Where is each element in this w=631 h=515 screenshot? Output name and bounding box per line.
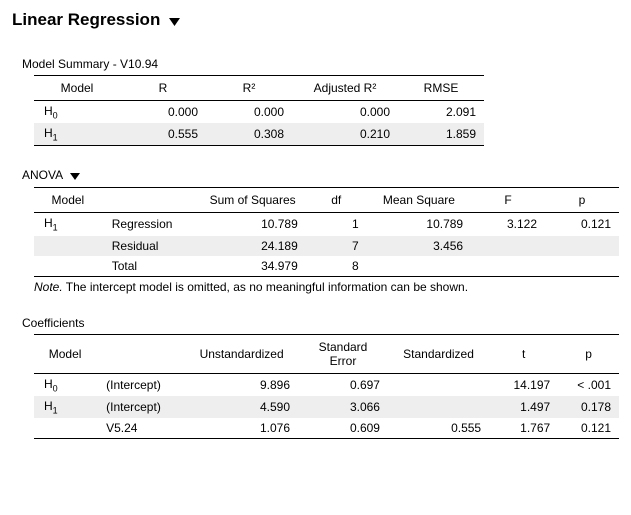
cell <box>367 256 471 277</box>
dropdown-icon <box>70 169 80 183</box>
column-header: Mean Square <box>367 188 471 213</box>
cell: Regression <box>102 213 200 236</box>
column-header: Adjusted R² <box>292 75 398 100</box>
cell: 8 <box>306 256 367 277</box>
column-header: Standard Error <box>298 334 388 373</box>
cell: 0.555 <box>388 418 489 439</box>
table-row: Residual24.18973.456 <box>34 236 619 256</box>
cell: 1 <box>306 213 367 236</box>
cell: 0.555 <box>120 123 206 146</box>
column-header: p <box>558 334 619 373</box>
cell: 0.609 <box>298 418 388 439</box>
column-header: t <box>489 334 558 373</box>
cell <box>545 256 619 277</box>
cell: 7 <box>306 236 367 256</box>
cell: 4.590 <box>185 396 298 418</box>
table-row: H1Regression10.789110.7893.1220.121 <box>34 213 619 236</box>
column-header: Model <box>34 75 120 100</box>
table-row: H0(Intercept)9.8960.697 14.197< .001 <box>34 373 619 396</box>
column-header: p <box>545 188 619 213</box>
cell <box>545 236 619 256</box>
cell: 3.122 <box>471 213 545 236</box>
column-header: R² <box>206 75 292 100</box>
anova-title-text: ANOVA <box>22 168 62 182</box>
cell: 0.000 <box>206 100 292 123</box>
cell: H1 <box>34 396 96 418</box>
cell: 34.979 <box>200 256 306 277</box>
model-summary-table: ModelRR²Adjusted R²RMSEH00.0000.0000.000… <box>34 75 484 147</box>
cell: 3.456 <box>367 236 471 256</box>
cell: 1.859 <box>398 123 484 146</box>
column-header: F <box>471 188 545 213</box>
coefficients-table: Model UnstandardizedStandard ErrorStandar… <box>34 334 619 440</box>
column-header: R <box>120 75 206 100</box>
cell: V5.24 <box>96 418 185 439</box>
cell: 3.066 <box>298 396 388 418</box>
cell: H1 <box>34 123 120 146</box>
cell <box>471 256 545 277</box>
cell <box>34 236 102 256</box>
table-row: Total34.9798 <box>34 256 619 277</box>
column-header <box>102 188 200 213</box>
column-header <box>96 334 185 373</box>
anova-title[interactable]: ANOVA <box>12 146 619 187</box>
note-label: Note. <box>34 280 63 294</box>
dropdown-icon <box>169 11 180 31</box>
cell: 0.210 <box>292 123 398 146</box>
cell: 0.000 <box>120 100 206 123</box>
table-row: H00.0000.0000.0002.091 <box>34 100 484 123</box>
column-header: Sum of Squares <box>200 188 306 213</box>
coefficients-title: Coefficients <box>12 294 619 334</box>
cell <box>471 236 545 256</box>
cell: 9.896 <box>185 373 298 396</box>
cell: 2.091 <box>398 100 484 123</box>
page-title-text: Linear Regression <box>12 10 160 29</box>
column-header: Standardized <box>388 334 489 373</box>
column-header: Unstandardized <box>185 334 298 373</box>
cell: 0.000 <box>292 100 398 123</box>
cell: 0.308 <box>206 123 292 146</box>
cell: 10.789 <box>367 213 471 236</box>
table-row: H10.5550.3080.2101.859 <box>34 123 484 146</box>
cell: (Intercept) <box>96 373 185 396</box>
table-row: H1(Intercept)4.5903.066 1.4970.178 <box>34 396 619 418</box>
cell: 0.697 <box>298 373 388 396</box>
cell: H0 <box>34 100 120 123</box>
cell: 0.121 <box>558 418 619 439</box>
column-header: Model <box>34 188 102 213</box>
cell <box>34 256 102 277</box>
column-header: df <box>306 188 367 213</box>
cell: 14.197 <box>489 373 558 396</box>
cell <box>388 373 489 396</box>
cell: 24.189 <box>200 236 306 256</box>
cell: 10.789 <box>200 213 306 236</box>
cell: Residual <box>102 236 200 256</box>
cell: 1.767 <box>489 418 558 439</box>
model-summary-title: Model Summary - V10.94 <box>12 35 619 75</box>
cell: 0.121 <box>545 213 619 236</box>
cell: Total <box>102 256 200 277</box>
cell: 0.178 <box>558 396 619 418</box>
cell: < .001 <box>558 373 619 396</box>
note-text: The intercept model is omitted, as no me… <box>63 280 468 294</box>
cell <box>34 418 96 439</box>
cell: 1.497 <box>489 396 558 418</box>
anova-table: Model Sum of SquaresdfMean SquareFp H1Regr… <box>34 187 619 276</box>
column-header: RMSE <box>398 75 484 100</box>
table-row: V5.241.0760.6090.5551.7670.121 <box>34 418 619 439</box>
column-header: Model <box>34 334 96 373</box>
cell <box>388 396 489 418</box>
cell: H0 <box>34 373 96 396</box>
cell: (Intercept) <box>96 396 185 418</box>
page-title[interactable]: Linear Regression <box>12 10 619 35</box>
cell: H1 <box>34 213 102 236</box>
cell: 1.076 <box>185 418 298 439</box>
anova-note: Note. The intercept model is omitted, as… <box>12 277 619 294</box>
